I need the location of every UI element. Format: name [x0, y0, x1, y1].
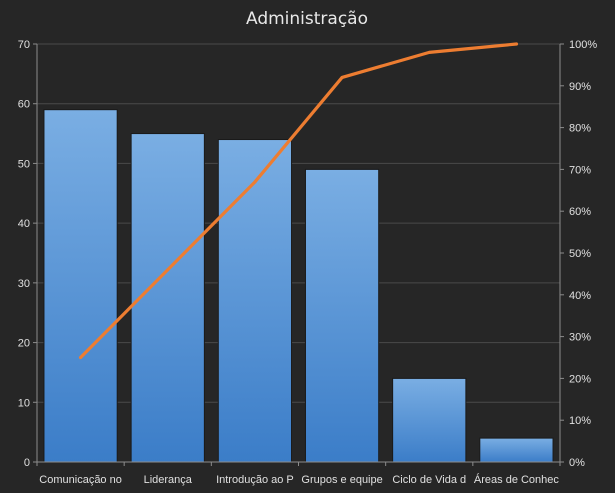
gridlines — [37, 43, 560, 403]
category-label: Ciclo de Vida d — [392, 474, 466, 486]
y2-tick-label: 90% — [569, 81, 591, 93]
cumulative-line-series — [78, 42, 519, 360]
line-point — [79, 356, 83, 359]
bar — [392, 377, 467, 463]
bar-series — [43, 109, 554, 463]
tick-labels: 0 10 20 30 40 50 60 70 0% 10% 20% 30% 40% 50% 60% 70% 80… — [18, 39, 598, 486]
y2-tick-label: 0% — [569, 457, 585, 469]
bar — [217, 139, 293, 463]
y-tick-label: 0 — [24, 457, 30, 469]
y2-tick-label: 50% — [569, 248, 591, 260]
bar — [304, 168, 380, 463]
y2-tick-label: 40% — [569, 290, 591, 302]
bar — [43, 109, 118, 463]
bar — [479, 437, 554, 463]
line-point — [253, 180, 257, 184]
category-label: Áreas de Conhec — [474, 473, 559, 486]
y2-tick-label: 100% — [569, 39, 597, 51]
y-tick-label: 20 — [18, 338, 30, 350]
line-point — [427, 50, 431, 54]
y2-tick-label: 30% — [569, 332, 591, 344]
y-tick-label: 40 — [18, 218, 30, 230]
chart-title: Administração — [246, 9, 368, 29]
y2-tick-label: 70% — [569, 164, 591, 176]
cumulative-line — [78, 42, 519, 360]
y-tick-label: 10 — [18, 397, 30, 409]
y-tick-label: 60 — [18, 99, 30, 111]
line-point — [340, 75, 344, 79]
category-label: Grupos e equipe — [301, 474, 382, 486]
y-tick-label: 30 — [18, 278, 30, 290]
y2-tick-label: 10% — [569, 415, 591, 427]
category-label: Comunicação no — [39, 474, 122, 486]
line-point — [166, 268, 170, 272]
y2-tick-label: 60% — [569, 206, 591, 218]
axes — [33, 43, 564, 466]
y-tick-label: 50 — [18, 158, 30, 170]
y2-tick-label: 80% — [569, 123, 591, 135]
category-label: Introdução ao P — [216, 474, 294, 486]
y2-tick-label: 20% — [569, 373, 591, 385]
category-label: Liderança — [144, 474, 193, 486]
line-point — [514, 42, 518, 46]
y-tick-label: 70 — [18, 39, 30, 51]
